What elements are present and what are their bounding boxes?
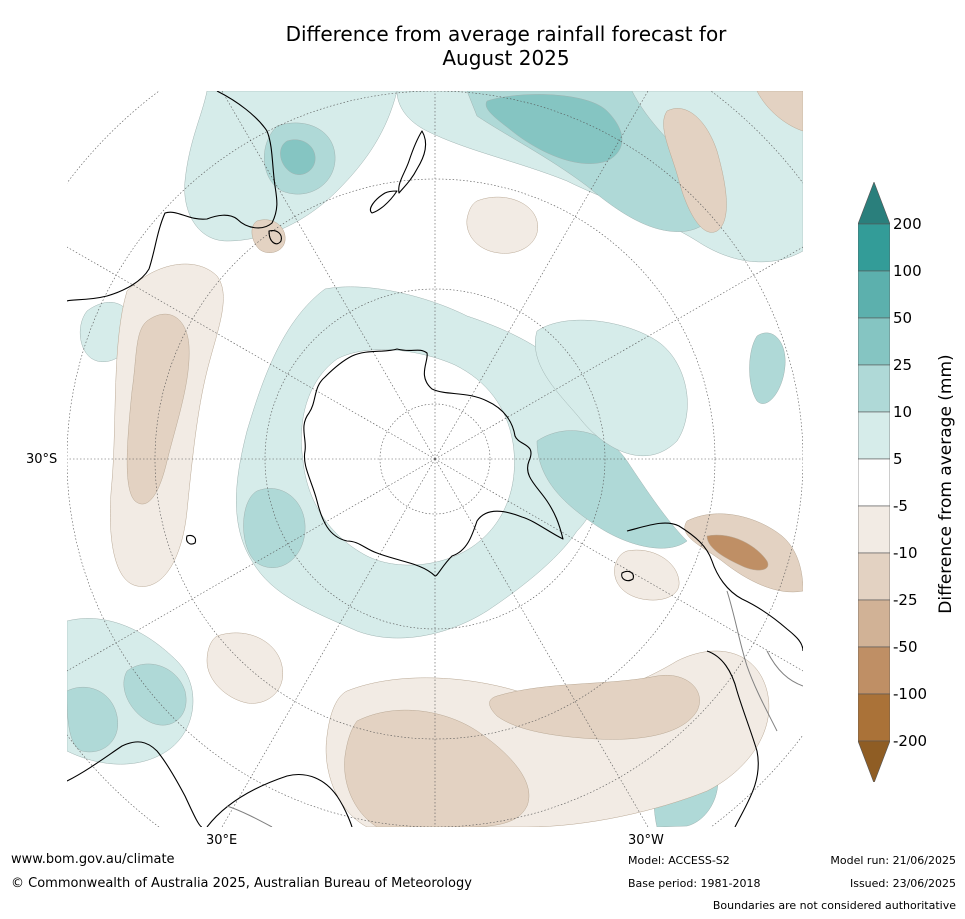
colorbar-title: Difference from average (mm) <box>936 354 956 614</box>
south-america-east <box>706 650 759 827</box>
dry-anomaly-regions <box>110 91 803 827</box>
title-line-2: August 2025 <box>442 46 570 70</box>
rainfall-anomaly-map <box>67 91 803 827</box>
colorbar-band <box>858 364 890 413</box>
colorbar-band <box>858 458 890 507</box>
colorbar-tick-label: 10 <box>893 403 913 421</box>
antarctica-coastline <box>303 348 564 577</box>
tasmania <box>268 230 282 245</box>
south-america-coastline <box>626 522 803 652</box>
dry-region-south-indian-band-2 <box>126 313 190 505</box>
footer-copyright: © Commonwealth of Australia 2025, Austra… <box>11 876 472 891</box>
dry-region-east-pacific-north <box>663 108 727 233</box>
title-line-1: Difference from average rainfall forecas… <box>285 22 727 46</box>
longitude-label-30e: 30°E <box>206 833 238 848</box>
dry-region-south-atlantic-2 <box>344 709 530 827</box>
boundary-southern-africa <box>226 805 273 827</box>
new-zealand-south <box>369 190 398 214</box>
footer-disclaimer: Boundaries are not considered authoritat… <box>712 899 956 912</box>
dry-region-indian-south <box>206 632 284 704</box>
colorbar-extension-top <box>858 182 890 225</box>
new-zealand-north <box>398 130 427 194</box>
footer-model: Model: ACCESS-S2 <box>628 854 730 867</box>
dry-region-northeast <box>756 91 803 132</box>
footer-base-period: Base period: 1981-2018 <box>628 877 761 890</box>
colorbar-tick-label: 50 <box>893 309 913 327</box>
africa-coastline <box>67 741 203 827</box>
colorbar-band <box>858 693 890 742</box>
south-georgia <box>186 534 197 545</box>
colorbar-band <box>858 552 890 601</box>
colorbar-tick-label: -100 <box>893 685 928 703</box>
colorbar-band <box>858 411 890 460</box>
footer-issued: Issued: 23/06/2025 <box>849 877 956 890</box>
boundary-argentina-chile <box>726 590 778 732</box>
south-africa-cape <box>206 774 353 827</box>
graticule <box>67 91 803 827</box>
colorbar-band <box>858 599 890 648</box>
latitude-circle-80s <box>379 403 491 515</box>
colorbar-tick-label: -200 <box>893 732 928 750</box>
meridian-60e <box>67 458 436 672</box>
meridian-120w <box>434 246 803 460</box>
falkland-islands <box>621 570 634 582</box>
meridian-30e <box>221 458 436 827</box>
colorbar-tick-label: 200 <box>893 215 922 233</box>
latitude-circle-60s <box>264 288 606 630</box>
colorbar-tick-label: 5 <box>893 450 903 468</box>
latitude-label-30s: 30°S <box>26 452 58 467</box>
colorbar-band <box>858 223 890 272</box>
meridian-120e <box>67 246 436 460</box>
dry-region-south-america-2 <box>706 534 769 571</box>
map-title: Difference from average rainfall forecas… <box>0 22 965 70</box>
colorbar-band <box>858 270 890 319</box>
wet-region-indian-ocean-4 <box>243 488 306 568</box>
footer-model-run: Model run: 21/06/2025 <box>830 854 956 867</box>
colorbar-tick-label: -10 <box>893 544 918 562</box>
dry-region-pacific-center <box>466 196 539 254</box>
colorbar-band <box>858 646 890 695</box>
meridian-30w <box>434 458 649 827</box>
colorbar-tick-label: 25 <box>893 356 913 374</box>
dry-region-south-atlantic-3 <box>489 674 700 740</box>
colorbar-band <box>858 505 890 554</box>
coastlines <box>67 91 803 827</box>
australia-coastline <box>67 91 278 302</box>
footer-url[interactable]: www.bom.gov.au/climate <box>11 852 175 867</box>
wet-region-ring <box>236 286 604 639</box>
colorbar-band <box>858 317 890 366</box>
colorbar-tick-label: 100 <box>893 262 922 280</box>
wet-region-east-pacific <box>535 319 688 457</box>
longitude-label-30w: 30°W <box>628 833 664 848</box>
dry-region-atlantic-east <box>614 549 680 601</box>
meridian-150w <box>434 91 649 460</box>
wet-region-east-pacific-2 <box>749 332 786 404</box>
colorbar-tick-label: -25 <box>893 591 918 609</box>
meridian-60w <box>434 458 803 672</box>
wet-region-north-pacific-3 <box>485 94 623 164</box>
wet-region-indian-ocean-3 <box>123 663 187 726</box>
wet-region-indian-ocean-2 <box>67 686 119 753</box>
wet-region-nz-3 <box>280 139 316 175</box>
colorbar-tick-label: -5 <box>893 497 908 515</box>
colorbar <box>858 182 890 782</box>
colorbar-extension-bottom <box>858 740 890 782</box>
meridian-150e <box>221 91 436 460</box>
country-boundaries <box>226 590 803 827</box>
boundary-south-america-north <box>766 650 803 687</box>
colorbar-tick-label: -50 <box>893 638 918 656</box>
colorbar-segments <box>858 182 890 782</box>
